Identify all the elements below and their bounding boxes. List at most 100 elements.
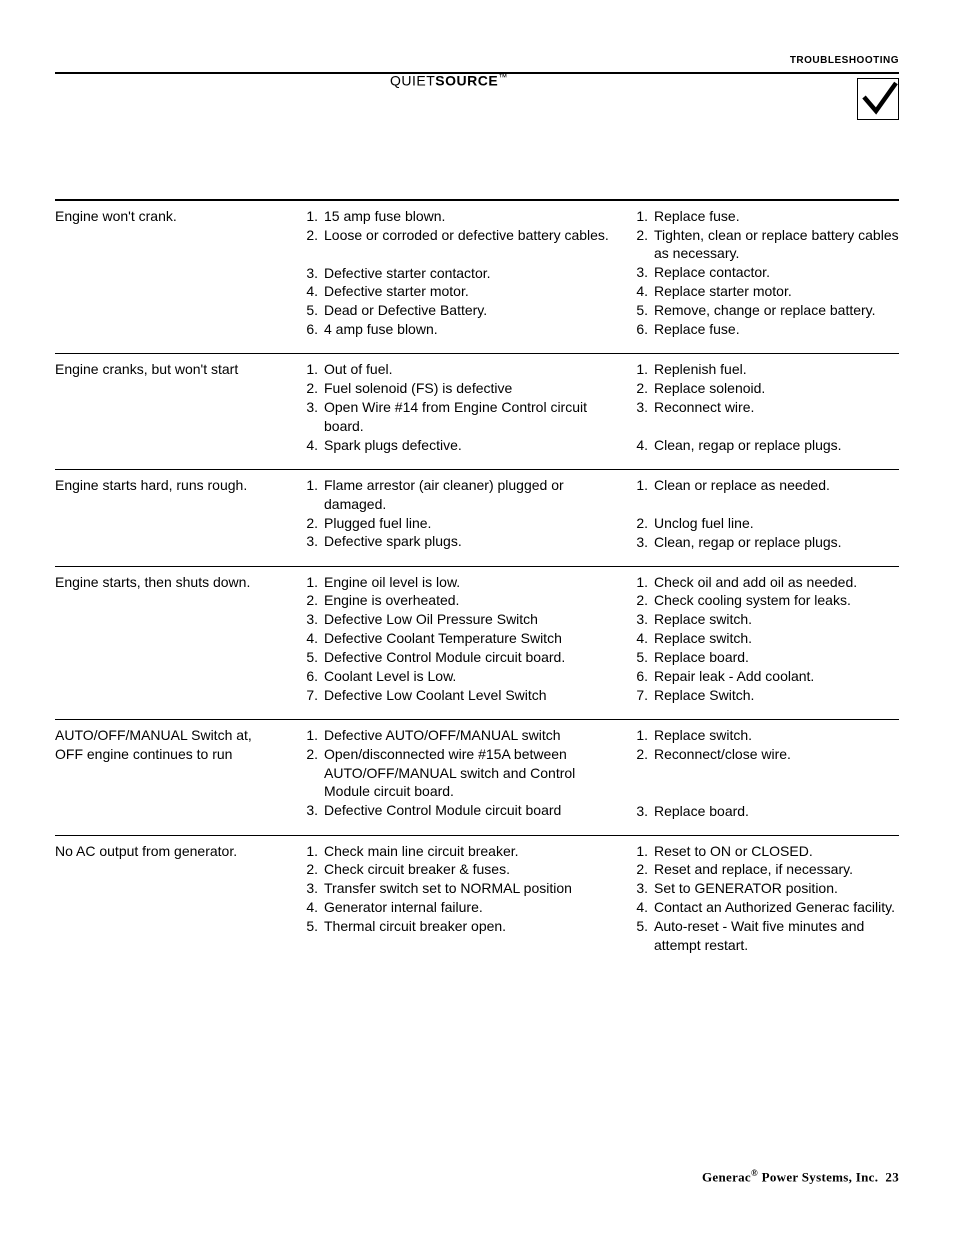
correction-cell: 1.Replenish fuel.2.Replace solenoid.3.Re… (634, 360, 899, 455)
problem-text: Engine cranks, but won't start (55, 360, 294, 379)
cause-text: Defective starter motor. (324, 282, 624, 301)
list-item: 1.Clean or replace as needed. (634, 476, 899, 514)
list-item: 1.15 amp fuse blown. (304, 207, 624, 226)
brand-bold: SOURCE (435, 73, 498, 89)
checkmark-icon (857, 78, 899, 120)
item-number: 3. (634, 879, 654, 898)
item-number: 2. (634, 514, 654, 533)
correction-text: Tighten, clean or replace battery cables… (654, 226, 899, 264)
cause-text: Defective Control Module circuit board. (324, 648, 624, 667)
list-item: 2.Tighten, clean or replace battery cabl… (634, 226, 899, 264)
correction-cell: 1.Replace fuse.2.Tighten, clean or repla… (634, 207, 899, 339)
list-item: 3.Set to GENERATOR position. (634, 879, 899, 898)
problem-cell: AUTO/OFF/MANUAL Switch at,OFF engine con… (55, 726, 304, 821)
list-item: 4.Spark plugs defective. (304, 436, 624, 455)
table-row: Engine starts hard, runs rough.1.Flame a… (55, 470, 899, 566)
table-row: No AC output from generator.1.Check main… (55, 836, 899, 970)
table-row: Engine won't crank.1.15 amp fuse blown.2… (55, 201, 899, 353)
cause-cell: 1.Defective AUTO/OFF/MANUAL switch2.Open… (304, 726, 634, 821)
list-item: 3.Defective Low Oil Pressure Switch (304, 610, 624, 629)
cause-text: Loose or corroded or defective battery c… (324, 226, 624, 245)
list-item: 1.Defective AUTO/OFF/MANUAL switch (304, 726, 624, 745)
item-number: 1. (634, 476, 654, 495)
list-item: 1.Reset to ON or CLOSED. (634, 842, 899, 861)
list-item: 1.Flame arrestor (air cleaner) plugged o… (304, 476, 624, 514)
problem-cell: Engine cranks, but won't start (55, 360, 304, 455)
item-number: 3. (304, 264, 324, 283)
list-item: 2.Check cooling system for leaks. (634, 591, 899, 610)
list-item: 6.Coolant Level is Low. (304, 667, 624, 686)
correction-text: Replenish fuel. (654, 360, 899, 379)
item-number: 4. (634, 282, 654, 301)
table-row: AUTO/OFF/MANUAL Switch at,OFF engine con… (55, 720, 899, 835)
cause-text: Defective starter contactor. (324, 264, 624, 283)
troubleshooting-table: Engine won't crank.1.15 amp fuse blown.2… (55, 199, 899, 969)
list-item: 3.Defective Control Module circuit board (304, 801, 624, 820)
correction-text: Reset to ON or CLOSED. (654, 842, 899, 861)
list-item: 3.Defective starter contactor. (304, 264, 624, 283)
list-item: 3.Defective spark plugs. (304, 532, 624, 551)
item-number: 6. (634, 667, 654, 686)
list-item: 6.Replace fuse. (634, 320, 899, 339)
item-number: 1. (304, 360, 324, 379)
correction-text: Check cooling system for leaks. (654, 591, 899, 610)
list-item: 5.Remove, change or replace battery. (634, 301, 899, 320)
cause-text: Thermal circuit breaker open. (324, 917, 624, 936)
item-number: 5. (304, 917, 324, 936)
item-number: 2. (634, 226, 654, 245)
page: TROUBLESHOOTING QUIETSOURCE™ Engine won'… (0, 0, 954, 1235)
list-item: 3.Open Wire #14 from Engine Control circ… (304, 398, 624, 436)
list-item: 1.Check main line circuit breaker. (304, 842, 624, 861)
item-number: 1. (634, 726, 654, 745)
cause-text: Out of fuel. (324, 360, 624, 379)
correction-text: Clean, regap or replace plugs. (654, 533, 899, 552)
item-number: 2. (634, 745, 654, 764)
item-number: 3. (304, 801, 324, 820)
correction-text: Replace switch. (654, 629, 899, 648)
item-number: 6. (304, 667, 324, 686)
item-number: 1. (304, 573, 324, 592)
item-number: 3. (304, 398, 324, 417)
list-item: 5.Replace board. (634, 648, 899, 667)
cause-text: Defective Coolant Temperature Switch (324, 629, 624, 648)
cause-cell: 1.15 amp fuse blown.2.Loose or corroded … (304, 207, 634, 339)
list-item: 3.Replace switch. (634, 610, 899, 629)
list-item: 4.Replace switch. (634, 629, 899, 648)
item-number: 2. (304, 379, 324, 398)
footer-company-bold: Generac (702, 1169, 751, 1184)
correction-text: Replace solenoid. (654, 379, 899, 398)
cause-text: Engine oil level is low. (324, 573, 624, 592)
item-number: 3. (634, 263, 654, 282)
item-number: 6. (634, 320, 654, 339)
item-number: 2. (304, 860, 324, 879)
item-number: 2. (634, 591, 654, 610)
page-number: 23 (885, 1169, 899, 1184)
item-number: 2. (304, 514, 324, 533)
list-item: 2.Reset and replace, if necessary. (634, 860, 899, 879)
list-item: 3.Replace board. (634, 802, 899, 821)
correction-text: Repair leak - Add coolant. (654, 667, 899, 686)
item-number: 6. (304, 320, 324, 339)
list-item: 5.Dead or Defective Battery. (304, 301, 624, 320)
cause-text: Defective Control Module circuit board (324, 801, 624, 820)
list-item: 2.Plugged fuel line. (304, 514, 624, 533)
correction-text: Contact an Authorized Generac facility. (654, 898, 899, 917)
brand-light: QUIET (390, 73, 435, 89)
problem-cell: Engine won't crank. (55, 207, 304, 339)
item-number: 1. (634, 360, 654, 379)
table-row: Engine cranks, but won't start1.Out of f… (55, 354, 899, 469)
brand-row: QUIETSOURCE™ (55, 72, 899, 89)
item-number: 5. (634, 648, 654, 667)
problem-text: Engine starts, then shuts down. (55, 573, 294, 592)
cause-cell: 1.Engine oil level is low.2.Engine is ov… (304, 573, 634, 705)
item-number: 1. (634, 842, 654, 861)
list-item: 1.Check oil and add oil as needed. (634, 573, 899, 592)
item-number: 4. (304, 629, 324, 648)
footer-company-rest: Power Systems, Inc. (758, 1169, 878, 1184)
cause-text: Defective AUTO/OFF/MANUAL switch (324, 726, 624, 745)
list-item: 6.Repair leak - Add coolant. (634, 667, 899, 686)
item-number: 3. (634, 802, 654, 821)
section-label: TROUBLESHOOTING (790, 55, 899, 66)
correction-text: Replace Switch. (654, 686, 899, 705)
correction-cell: 1.Clean or replace as needed.2.Unclog fu… (634, 476, 899, 552)
